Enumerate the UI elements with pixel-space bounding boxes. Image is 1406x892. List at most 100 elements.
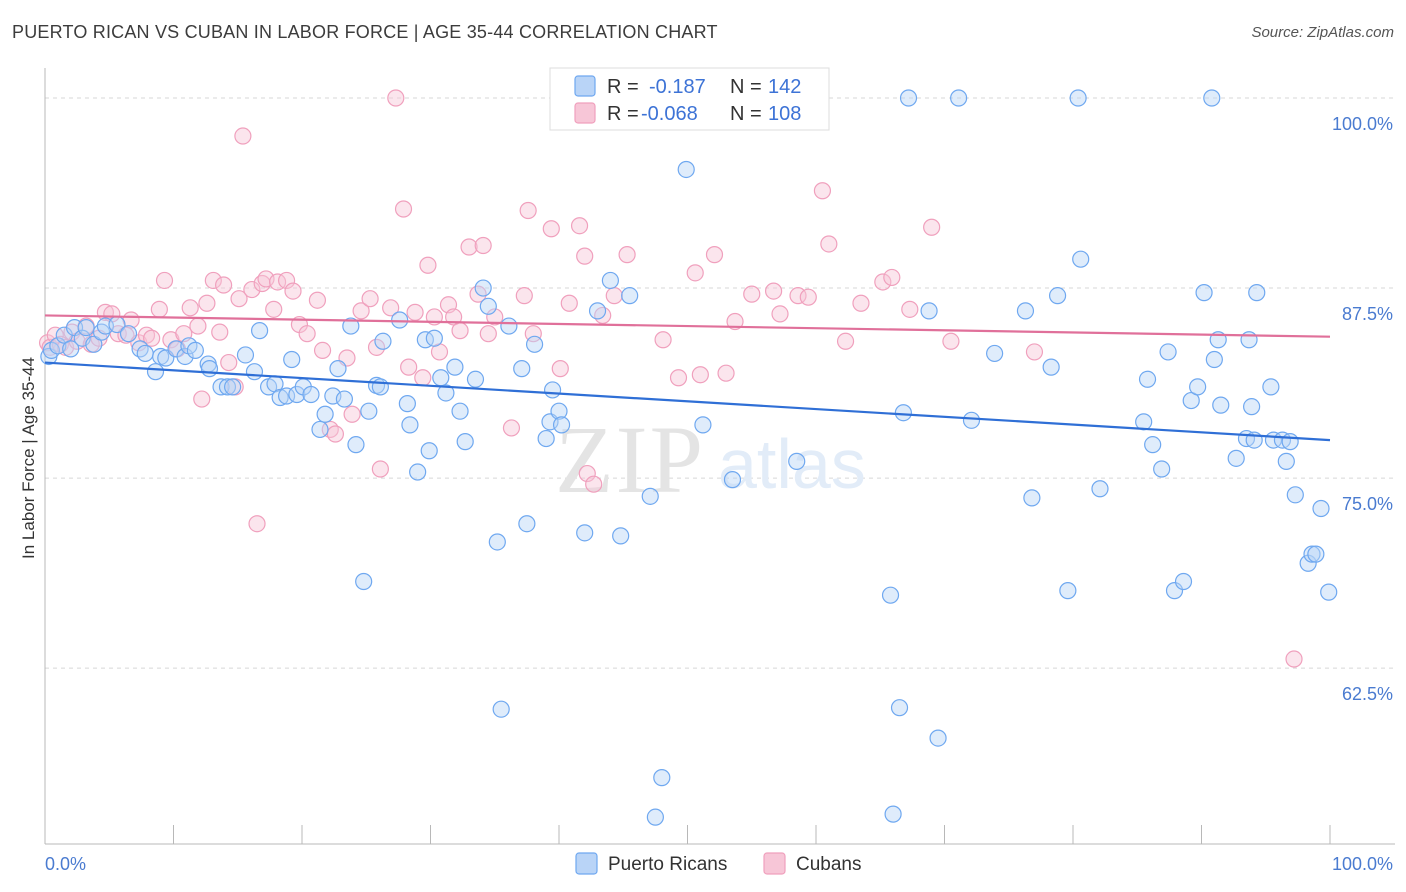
puerto-ricans-point (1286, 486, 1304, 504)
cubans-point (181, 299, 199, 317)
cubans-point (215, 276, 233, 294)
legend-r-label-1: R = (607, 76, 639, 98)
cubans-point (406, 303, 424, 321)
puerto-ricans-point (398, 395, 416, 413)
cubans-point (248, 515, 266, 533)
puerto-ricans-point (881, 586, 900, 604)
puerto-ricans-point (218, 378, 237, 396)
puerto-ricans-point (302, 385, 320, 404)
puerto-ricans-point (409, 463, 427, 481)
legend-r-label-2: R = (607, 103, 639, 125)
cubans-point (585, 475, 603, 493)
puerto-ricans-point (641, 487, 659, 505)
puerto-ricans-point (1016, 302, 1035, 320)
puerto-ricans-point (311, 420, 329, 439)
puerto-ricans-point (543, 381, 562, 399)
puerto-ricans-point (360, 402, 378, 420)
chart-title: PUERTO RICAN VS CUBAN IN LABOR FORCE | A… (12, 22, 718, 42)
puerto-ricans-point (456, 433, 474, 451)
legend-n-value-1: 142 (768, 76, 801, 98)
puerto-ricans-point (1277, 452, 1295, 470)
puerto-ricans-point (890, 699, 909, 717)
puerto-ricans-point (1165, 582, 1184, 600)
legend-n-label-2: N = (730, 103, 762, 125)
puerto-ricans-point (894, 404, 912, 422)
cubans-points (38, 89, 1303, 668)
puerto-ricans-point (550, 402, 568, 420)
legend-n-label-1: N = (730, 76, 762, 98)
cubans-point (230, 290, 248, 308)
cubans-point (220, 353, 238, 372)
cubans-point (519, 201, 537, 220)
puerto-ricans-point (1189, 378, 1207, 396)
puerto-ricans-point (950, 89, 968, 107)
puerto-ricans-point (884, 805, 902, 823)
puerto-ricans-point (316, 405, 334, 423)
cubans-point (204, 271, 222, 290)
cubans-point (189, 317, 207, 335)
puerto-ricans-point (401, 416, 419, 434)
cubans-point (576, 247, 594, 265)
cubans-point (669, 369, 688, 387)
cubans-point (771, 305, 789, 323)
puerto-ricans-point (788, 452, 806, 470)
cubans-point (460, 238, 478, 256)
puerto-ricans-point (1205, 350, 1223, 369)
legend-swatch-blue (574, 75, 596, 97)
puerto-ricans-point (500, 317, 518, 335)
puerto-ricans-point (146, 363, 165, 381)
puerto-ricans-point (513, 360, 531, 378)
legend-swatch-pink (574, 102, 596, 124)
cubans-point (578, 464, 596, 483)
cubans-point (594, 306, 612, 325)
source-label: Source: ZipAtlas.com (1251, 24, 1394, 41)
puerto-ricans-point (432, 369, 450, 387)
cubans-point (414, 369, 432, 387)
puerto-ricans-point (224, 378, 242, 396)
cubans-point (942, 332, 960, 350)
puerto-ricans-point (437, 384, 455, 402)
cubans-point (143, 329, 161, 347)
cubans-point (813, 182, 832, 200)
puerto-ricans-point (537, 429, 555, 448)
cubans-point (570, 217, 589, 235)
puerto-ricans-point (1042, 358, 1060, 376)
puerto-ricans-point (1072, 250, 1090, 268)
puerto-ricans-point (677, 160, 695, 179)
puerto-ricans-point (186, 341, 204, 359)
cubans-point (265, 300, 283, 318)
puerto-ricans-point (621, 287, 639, 305)
puerto-ricans-point (200, 360, 219, 378)
x-tick-label-max: 100.0% (1332, 854, 1393, 874)
puerto-ricans-point (1243, 398, 1261, 416)
bottom-legend: Puerto Ricans Cubans (575, 852, 862, 875)
cubans-point (234, 127, 252, 145)
cubans-point (551, 360, 569, 378)
puerto-ricans-point (131, 340, 149, 358)
puerto-ricans-point (136, 344, 154, 363)
cubans-trend-line (44, 314, 1331, 338)
puerto-ricans-point (342, 317, 360, 335)
cubans-point (542, 220, 560, 238)
puerto-ricans-point (77, 318, 95, 337)
cubans-point (361, 290, 379, 308)
cubans-point (313, 341, 332, 359)
cubans-point (326, 425, 345, 443)
puerto-ricans-point (1159, 343, 1177, 361)
cubans-point (901, 300, 919, 318)
cubans-point (474, 236, 492, 255)
cubans-point (923, 218, 941, 236)
cubans-point (820, 235, 838, 253)
y-axis-label: In Labor Force | Age 35-44 (19, 357, 38, 559)
puerto-ricans-point (653, 769, 671, 787)
puerto-ricans-point (1023, 489, 1041, 507)
puerto-ricans-point (374, 332, 392, 350)
cubans-point (298, 325, 316, 343)
cubans-point (394, 200, 413, 218)
cubans-point (799, 288, 817, 306)
puerto-ricans-point (929, 729, 947, 747)
bottom-legend-cubans: Cubans (796, 854, 862, 875)
puerto-ricans-point (1227, 449, 1245, 467)
bottom-legend-swatch-pink (763, 852, 786, 875)
puerto-ricans-point (1048, 287, 1067, 305)
